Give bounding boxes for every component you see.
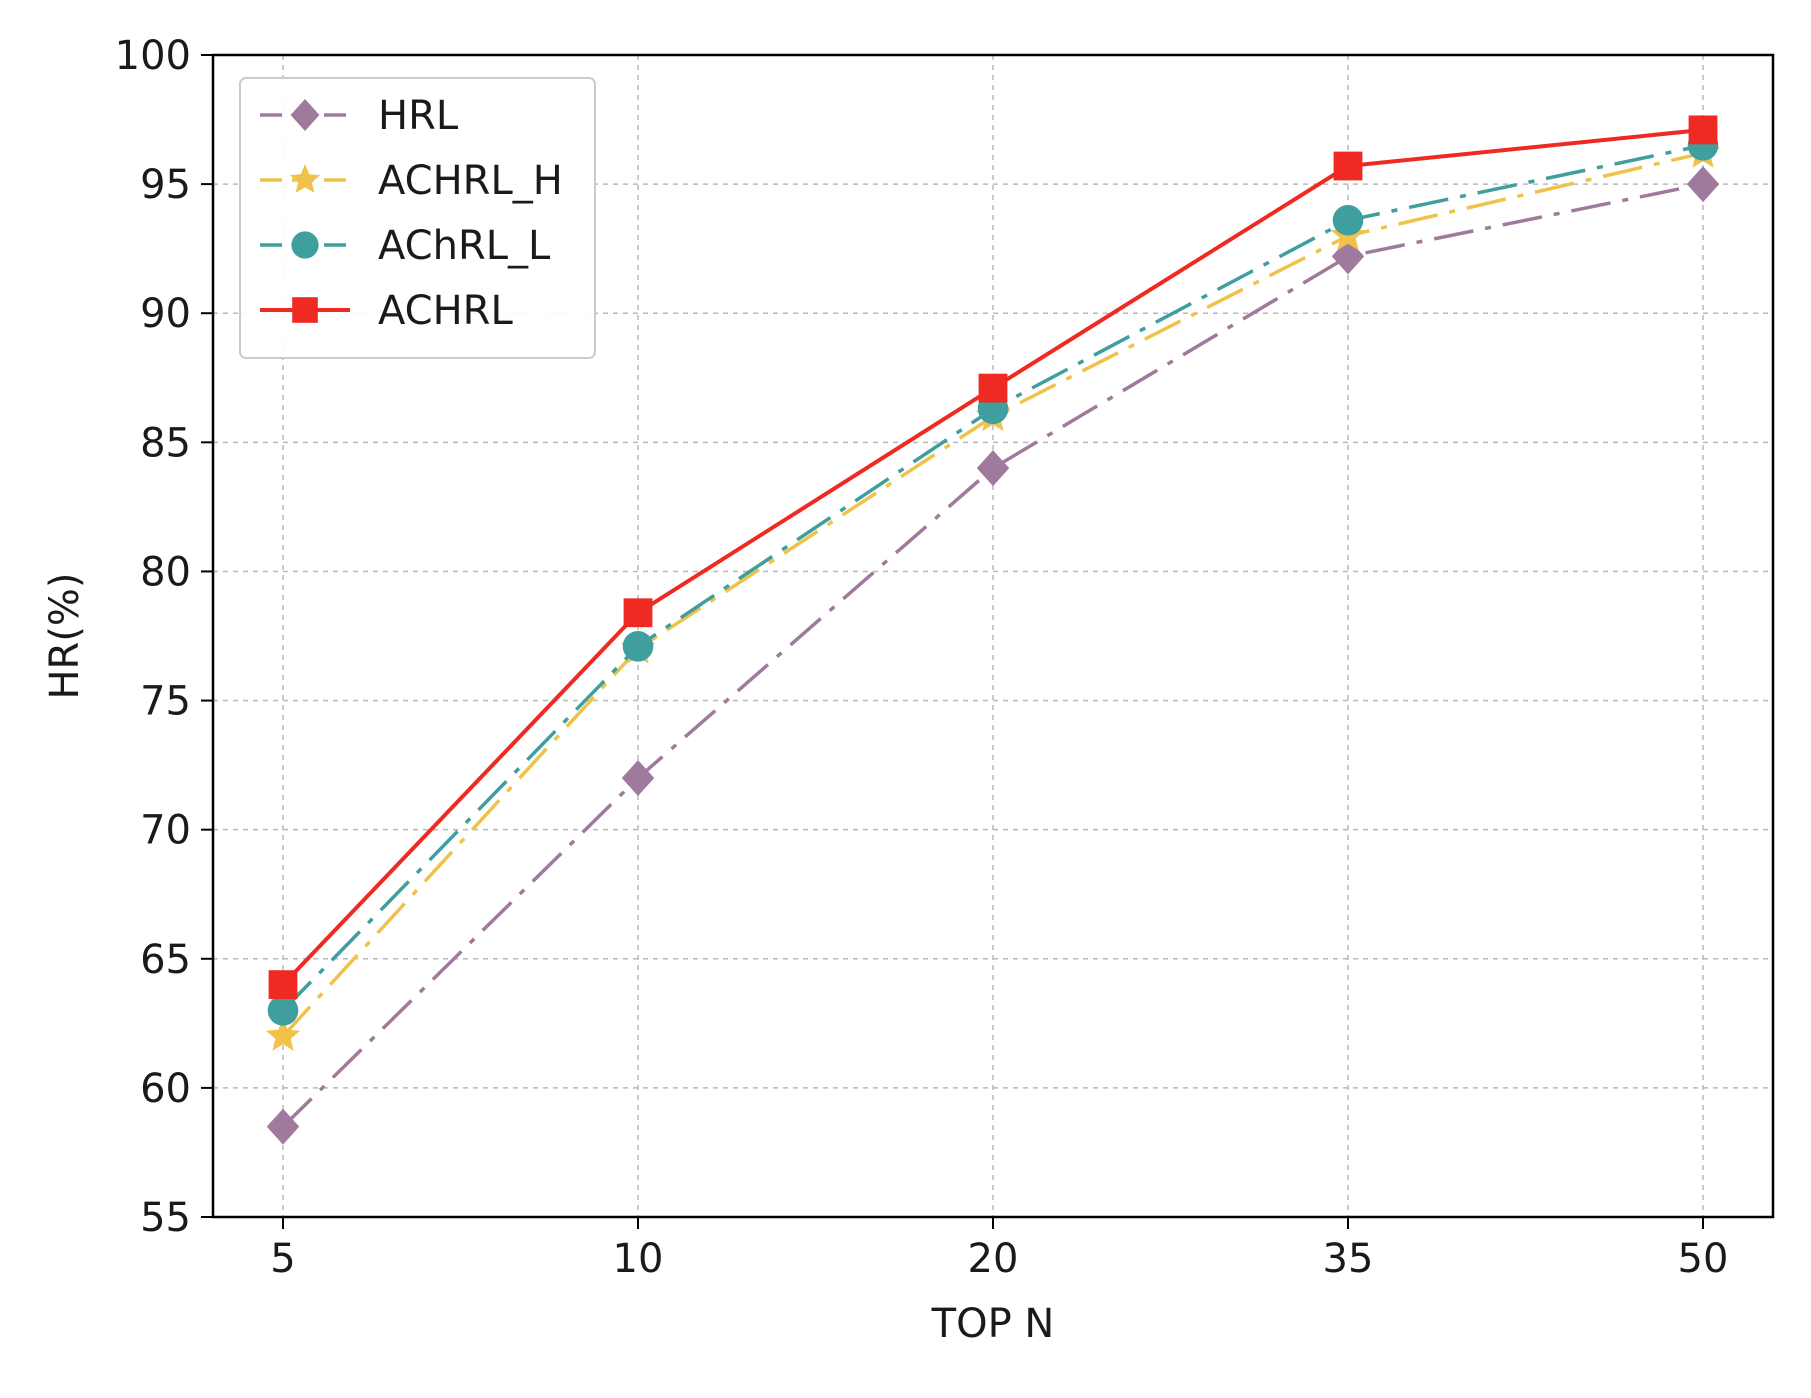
legend-entry: ACHRL [260,288,513,334]
y-tick-label: 80 [140,549,191,595]
x-tick-label: 50 [1678,1236,1729,1282]
y-tick-label: 70 [140,808,191,854]
data-point [976,450,1010,487]
legend: HRL ACHRL_H AChRL_L ACHRL [239,77,596,359]
data-point [623,598,653,628]
axes: 5 10 20 35 50 55 60 65 70 75 80 85 90 95 100 [115,33,1729,1282]
legend-label: ACHRL_H [378,158,563,204]
x-tick-label: 5 [270,1236,295,1282]
legend-entry: ACHRL_H [260,158,563,204]
legend-label: ACHRL [378,288,513,334]
x-tick-label: 10 [613,1236,664,1282]
legend-marker [289,164,321,193]
x-tick-label: 20 [968,1236,1019,1282]
series-line [281,182,1704,1128]
y-tick-label: 60 [140,1066,191,1112]
data-point [1686,166,1720,203]
x-tick-label: 35 [1323,1236,1374,1282]
y-axis-label: HR(%) [42,572,88,699]
y-tick-label: 65 [140,937,191,983]
y-tick-label: 100 [115,33,191,79]
y-tick-label: 85 [140,420,191,466]
series-layer [265,115,1721,1145]
x-axis-label: TOP N [931,1301,1055,1347]
legend-marker [290,99,320,131]
data-point [621,760,655,797]
y-tick-label: 55 [140,1195,191,1241]
y-tick-label: 75 [140,679,191,725]
data-point [622,631,654,662]
legend-label: HRL [378,93,459,139]
data-point [1688,115,1718,145]
data-point [266,1108,300,1145]
series-achrl [268,115,1718,999]
legend-label: AChRL_L [378,223,551,269]
data-point [268,970,298,999]
legend-entry: AChRL_L [260,223,551,269]
data-point [978,373,1008,403]
data-point [265,1018,301,1051]
legend-marker [292,297,318,323]
y-tick-label: 90 [140,291,191,337]
y-tick-label: 95 [140,162,191,208]
legend-entry: HRL [260,93,459,139]
legend-box [239,77,596,359]
data-point [267,995,299,1026]
data-point [1333,151,1363,181]
legend-marker [291,231,319,259]
data-point [1332,204,1364,236]
